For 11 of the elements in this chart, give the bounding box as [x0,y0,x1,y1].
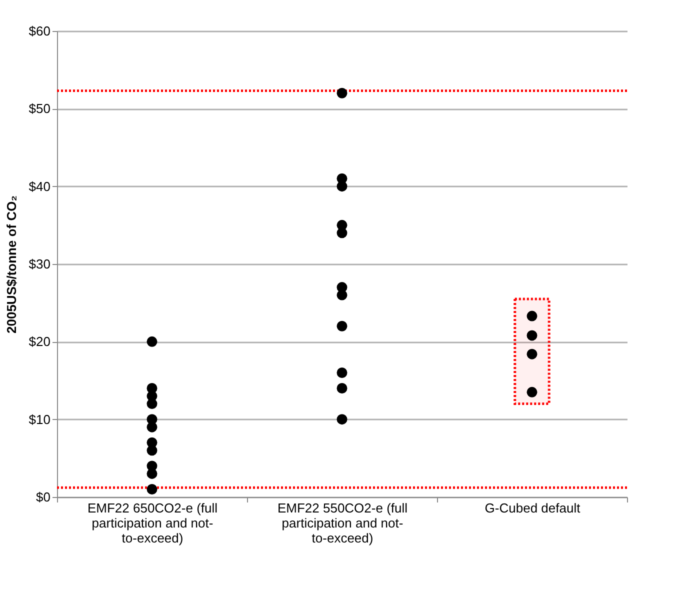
x-tick-label: EMF22 550CO2-e (full participation and not-to-exceed) [277,500,408,546]
y-tick-label: $40 [28,178,50,194]
y-tick-label: $30 [28,256,50,272]
y-tick-label: $60 [28,24,50,38]
y-tick-label: $50 [28,101,50,116]
y-tick-label: $0 [36,490,50,504]
y-tick-label: $20 [28,334,50,350]
y-tick-label: $10 [28,412,50,427]
y-axis-title: 2005US$/tonne of CO₂ [4,195,19,334]
x-tick-label: G-Cubed default [484,500,581,516]
x-tick-label: EMF22 650CO2-e (full participation and not-to-exceed) [87,500,218,546]
